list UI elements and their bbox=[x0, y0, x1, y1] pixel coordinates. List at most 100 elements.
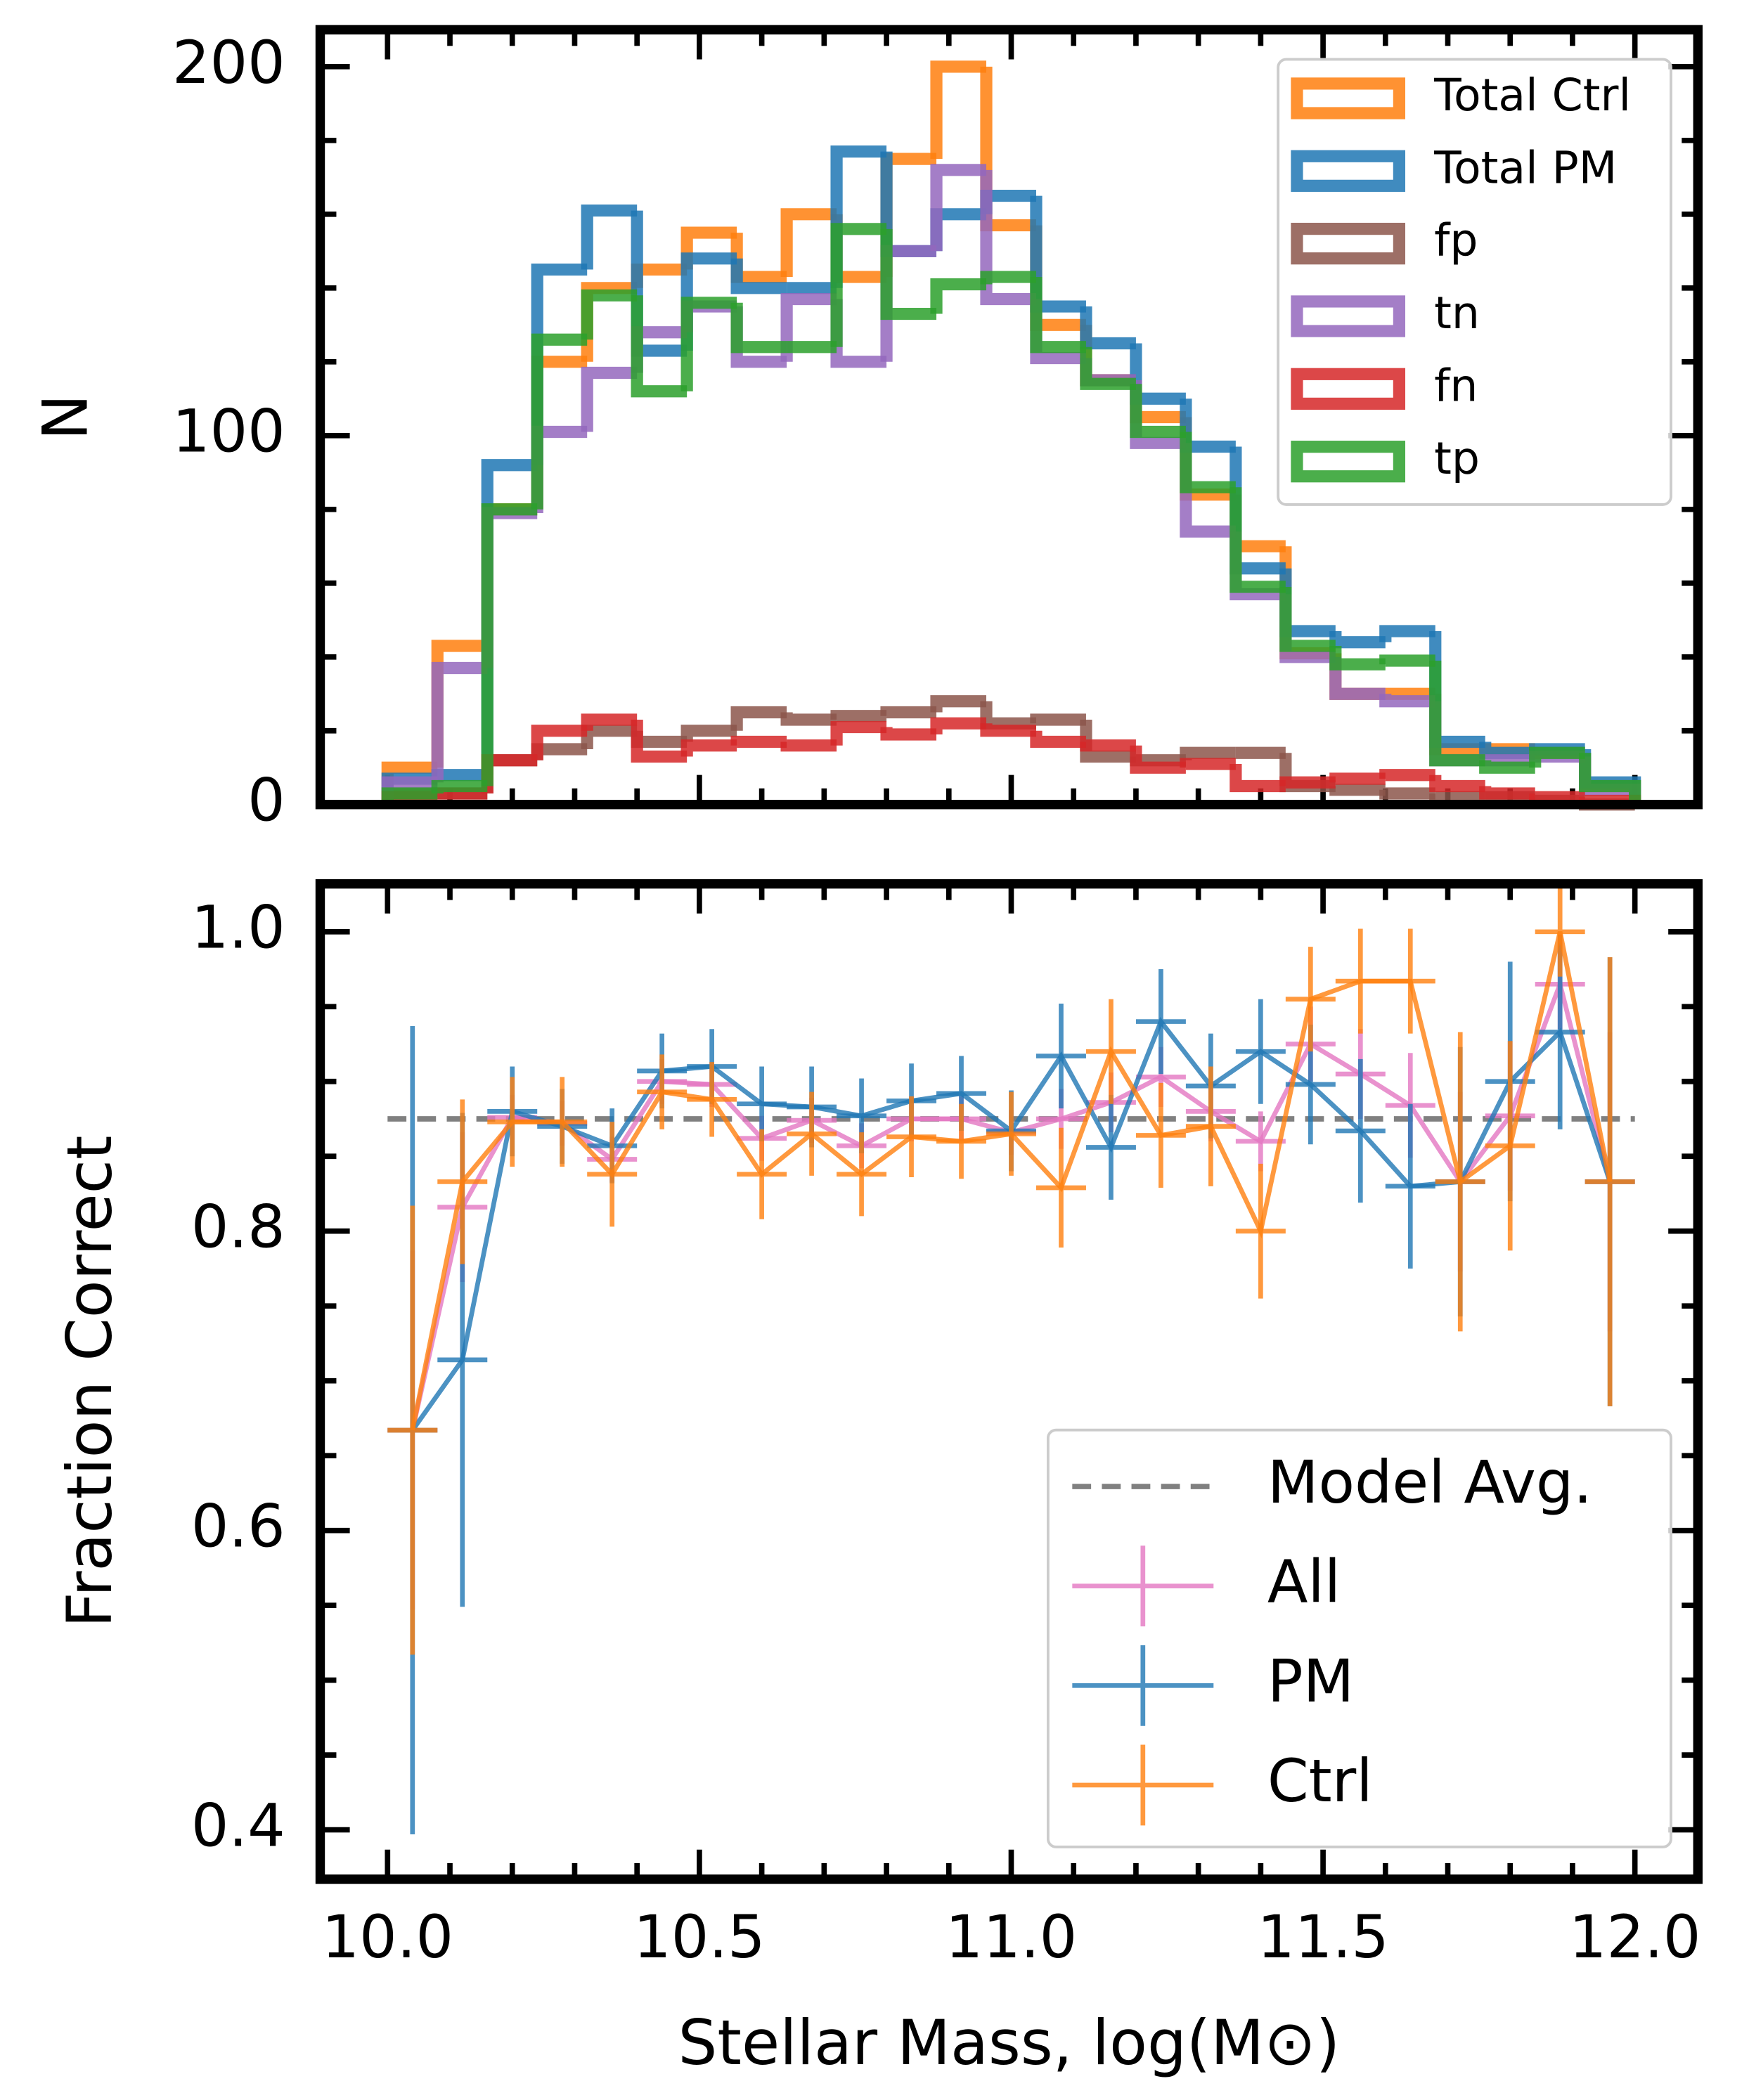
histogram-step bbox=[680, 300, 737, 332]
histogram-step bbox=[1379, 787, 1435, 800]
histogram-step bbox=[1529, 746, 1585, 768]
histogram-step bbox=[980, 271, 1036, 285]
y-axis-label: N bbox=[29, 394, 101, 441]
error-bar bbox=[737, 1129, 787, 1219]
histogram-step bbox=[1429, 660, 1485, 767]
x-tick-label: 12.0 bbox=[1569, 1903, 1700, 1971]
legend-swatch bbox=[1291, 368, 1406, 410]
y-tick-label: 200 bbox=[172, 28, 285, 97]
legend-label: Ctrl bbox=[1267, 1746, 1373, 1815]
error-bar bbox=[787, 1091, 837, 1176]
histogram-step bbox=[631, 295, 688, 398]
error-bar bbox=[587, 1122, 638, 1227]
series-line bbox=[411, 1016, 1613, 1432]
legend-swatch bbox=[1291, 150, 1406, 192]
histogram-step bbox=[830, 145, 887, 288]
histogram-step bbox=[1080, 719, 1136, 763]
legend-label: All bbox=[1267, 1548, 1341, 1616]
histogram-step bbox=[1230, 494, 1286, 552]
histogram-step bbox=[1479, 741, 1535, 759]
legend-label: Model Avg. bbox=[1267, 1448, 1592, 1517]
histogram-step bbox=[880, 706, 937, 719]
histogram-step bbox=[631, 719, 688, 763]
legend-swatch bbox=[1291, 441, 1406, 483]
error-bar bbox=[1135, 969, 1186, 1075]
x-tick-label: 10.0 bbox=[322, 1903, 453, 1971]
y-axis-label: Fraction Correct bbox=[53, 1135, 126, 1628]
error-bar bbox=[387, 1205, 438, 1655]
error-bar bbox=[1285, 947, 1336, 1052]
histogram-step bbox=[1429, 631, 1485, 748]
histogram-step bbox=[481, 503, 538, 646]
error-bar bbox=[1535, 886, 1585, 977]
histogram-step bbox=[1180, 746, 1236, 760]
histogram-step bbox=[930, 60, 987, 160]
histogram-step bbox=[481, 503, 538, 786]
histogram-step bbox=[431, 779, 488, 793]
histogram-step bbox=[980, 723, 1036, 737]
error-bar bbox=[1385, 928, 1435, 1034]
histogram-step bbox=[730, 302, 787, 354]
histogram-step bbox=[780, 208, 837, 278]
histogram-step bbox=[1329, 772, 1386, 785]
histogram-step bbox=[1030, 277, 1086, 354]
legend-swatch bbox=[1291, 295, 1406, 337]
histogram-step bbox=[780, 292, 837, 362]
error-bar bbox=[1585, 957, 1635, 1406]
legend-label: tn bbox=[1434, 287, 1480, 339]
legend-label: Total PM bbox=[1433, 141, 1617, 193]
histogram-step bbox=[1329, 784, 1386, 796]
axes-frame bbox=[315, 25, 1703, 810]
histogram-step bbox=[730, 258, 787, 294]
histogram-step bbox=[830, 720, 887, 746]
histogram-step bbox=[431, 769, 488, 782]
histogram-step bbox=[1379, 769, 1435, 782]
histogram-step bbox=[1080, 358, 1136, 387]
histogram-step bbox=[830, 299, 887, 368]
histogram-step bbox=[1130, 754, 1186, 767]
histogram-step bbox=[930, 695, 987, 713]
y-tick-label: 1.0 bbox=[191, 893, 285, 962]
legend-label: tp bbox=[1434, 432, 1480, 484]
error-bar bbox=[936, 1103, 987, 1179]
histogram-step bbox=[880, 151, 937, 257]
histogram-step bbox=[1080, 739, 1136, 752]
histogram-step bbox=[830, 710, 887, 722]
histogram-step bbox=[880, 153, 937, 278]
histogram-step bbox=[1479, 760, 1535, 774]
histogram-step bbox=[880, 245, 937, 362]
legend-swatch bbox=[1072, 1545, 1214, 1627]
histogram-step bbox=[581, 204, 638, 270]
histogram-step bbox=[1030, 730, 1086, 748]
error-bar bbox=[687, 1062, 737, 1137]
error-bar bbox=[1235, 1111, 1286, 1172]
histogram-step bbox=[581, 289, 638, 340]
histogram-step bbox=[1080, 306, 1136, 350]
histogram-step bbox=[1180, 758, 1236, 770]
histogram-step bbox=[1080, 346, 1136, 390]
histogram-step bbox=[581, 725, 638, 749]
error-bar bbox=[1185, 1066, 1236, 1186]
histogram-step bbox=[1279, 546, 1336, 660]
histogram-step bbox=[1130, 343, 1186, 405]
legend-swatch bbox=[1072, 1645, 1214, 1726]
legend-swatch bbox=[1072, 1744, 1214, 1826]
error-bar bbox=[1085, 1094, 1136, 1200]
y-tick-label: 0 bbox=[247, 766, 285, 835]
x-tick-label: 11.0 bbox=[946, 1903, 1077, 1971]
histogram-step bbox=[930, 164, 987, 252]
histogram-step bbox=[531, 333, 588, 510]
error-bar bbox=[1035, 1127, 1086, 1248]
x-tick-label: 10.5 bbox=[633, 1903, 765, 1971]
legend-label: Total Ctrl bbox=[1433, 69, 1631, 121]
histogram-step bbox=[1130, 384, 1186, 439]
histogram-step bbox=[930, 278, 987, 314]
histogram-step bbox=[1579, 753, 1641, 805]
histogram-step bbox=[1180, 432, 1236, 493]
histogram-step bbox=[1080, 325, 1136, 387]
histogram-step bbox=[1030, 713, 1086, 726]
error-bar bbox=[1235, 1163, 1286, 1299]
histogram-step bbox=[581, 713, 638, 731]
series-line bbox=[410, 976, 1613, 1431]
